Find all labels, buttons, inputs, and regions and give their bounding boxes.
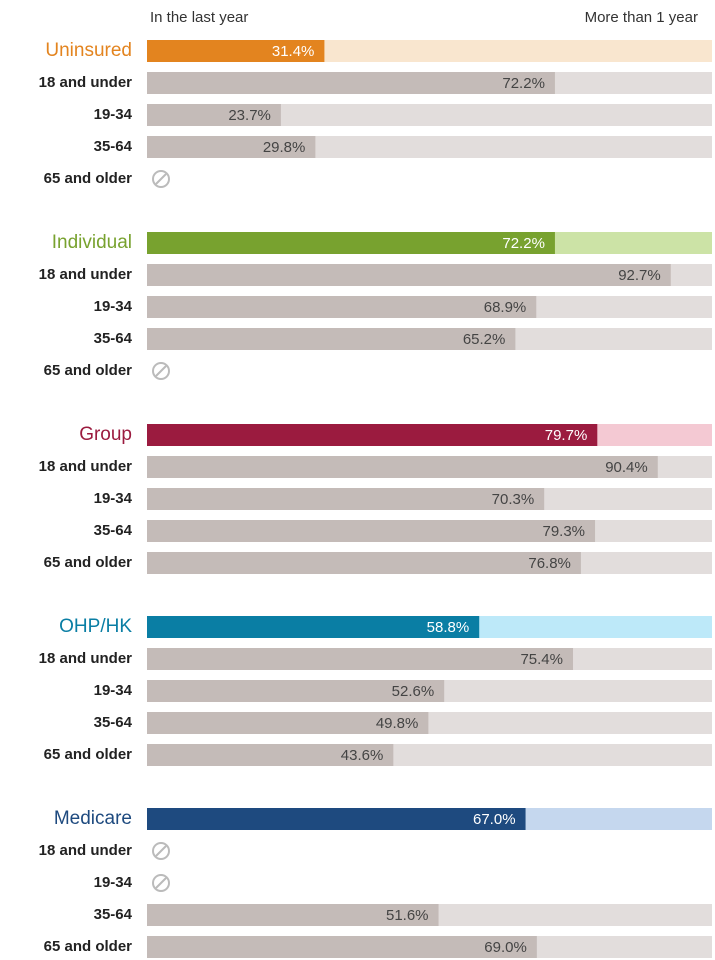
- bar: [147, 680, 445, 702]
- row-label: 65 and older: [44, 746, 133, 763]
- value-label: 68.9%: [484, 299, 527, 316]
- group-label: Uninsured: [45, 40, 132, 61]
- value-label: 65.2%: [463, 331, 506, 348]
- bar: [147, 456, 658, 478]
- no-data-icon: [152, 170, 170, 188]
- value-label: 52.6%: [392, 683, 435, 700]
- legend-right: More than 1 year: [585, 9, 698, 26]
- bar: [147, 936, 537, 958]
- value-label: 79.7%: [545, 427, 588, 444]
- value-label: 23.7%: [228, 107, 271, 124]
- bar: [147, 72, 555, 94]
- value-label: 70.3%: [492, 491, 535, 508]
- group-label: OHP/HK: [59, 616, 132, 637]
- group-label: Medicare: [54, 808, 132, 829]
- row-label: 35-64: [94, 330, 133, 347]
- row-label: 19-34: [94, 106, 133, 123]
- bar: [147, 616, 480, 638]
- value-label: 43.6%: [341, 747, 384, 764]
- row-label: 19-34: [94, 874, 133, 891]
- bar: [147, 552, 581, 574]
- row-label: 18 and under: [39, 266, 133, 283]
- row-label: 18 and under: [39, 458, 133, 475]
- value-label: 72.2%: [502, 75, 545, 92]
- bar: [147, 296, 537, 318]
- no-data-icon: [152, 874, 170, 892]
- bar: [147, 488, 545, 510]
- bar: [147, 232, 555, 254]
- value-label: 72.2%: [502, 235, 545, 252]
- row-label: 35-64: [94, 906, 133, 923]
- row-label: 19-34: [94, 682, 133, 699]
- value-label: 29.8%: [263, 139, 306, 156]
- bar: [147, 104, 281, 126]
- value-label: 76.8%: [528, 555, 571, 572]
- bar: [147, 264, 671, 286]
- no-data-icon: [152, 362, 170, 380]
- row-label: 18 and under: [39, 74, 133, 91]
- row-label: 65 and older: [44, 938, 133, 955]
- row-label: 18 and under: [39, 842, 133, 859]
- bar: [147, 712, 429, 734]
- value-label: 58.8%: [427, 619, 470, 636]
- row-label: 35-64: [94, 714, 133, 731]
- no-data-icon: [155, 365, 167, 377]
- group-label: Group: [79, 424, 132, 445]
- bar: [147, 40, 325, 62]
- row-label: 65 and older: [44, 170, 133, 187]
- value-label: 51.6%: [386, 907, 429, 924]
- bar: [147, 424, 598, 446]
- row-label: 19-34: [94, 490, 133, 507]
- bar: [147, 808, 526, 830]
- value-label: 90.4%: [605, 459, 648, 476]
- no-data-icon: [152, 842, 170, 860]
- row-label: 18 and under: [39, 650, 133, 667]
- row-label: 65 and older: [44, 554, 133, 571]
- value-label: 92.7%: [618, 267, 661, 284]
- value-label: 69.0%: [484, 939, 527, 956]
- no-data-icon: [155, 877, 167, 889]
- value-label: 75.4%: [520, 651, 563, 668]
- no-data-icon: [155, 845, 167, 857]
- row-label: 19-34: [94, 298, 133, 315]
- bar-track: [147, 104, 712, 126]
- group-label: Individual: [52, 232, 132, 253]
- bar: [147, 904, 439, 926]
- bar: [147, 328, 516, 350]
- value-label: 67.0%: [473, 811, 516, 828]
- bar: [147, 136, 316, 158]
- bar: [147, 648, 574, 670]
- legend-left: In the last year: [150, 9, 248, 26]
- value-label: 31.4%: [272, 43, 315, 60]
- row-label: 35-64: [94, 138, 133, 155]
- bar: [147, 744, 394, 766]
- value-label: 79.3%: [542, 523, 585, 540]
- bar: [147, 520, 596, 542]
- row-label: 65 and older: [44, 362, 133, 379]
- row-label: 35-64: [94, 522, 133, 539]
- no-data-icon: [155, 173, 167, 185]
- value-label: 49.8%: [376, 715, 419, 732]
